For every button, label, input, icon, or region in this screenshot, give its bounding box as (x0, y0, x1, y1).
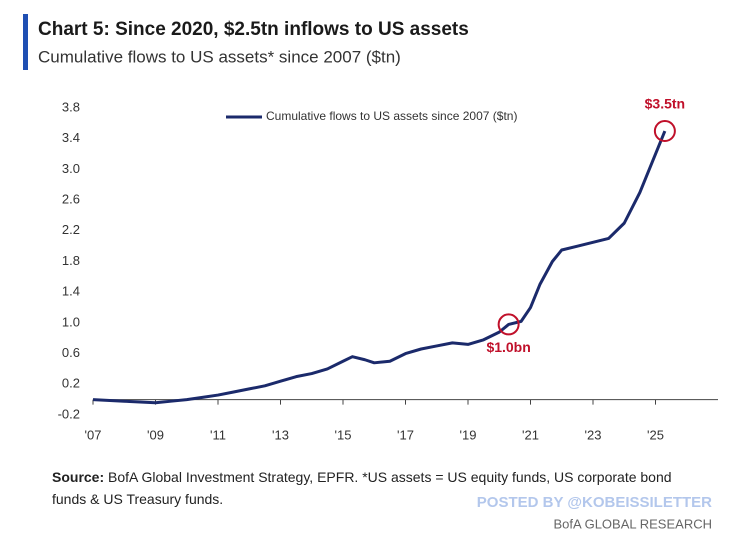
x-tick-label: '25 (647, 427, 664, 442)
y-tick-label: 3.0 (62, 161, 80, 176)
y-tick-label: 1.4 (62, 284, 80, 299)
x-tick-label: '19 (460, 427, 477, 442)
series-line (92, 130, 667, 405)
source-label: Source: (52, 469, 105, 485)
legend-label: Cumulative flows to US assets since 2007… (266, 109, 517, 123)
x-tick-label: '17 (397, 427, 414, 442)
source: Source: BofA Global Investment Strategy,… (52, 466, 692, 510)
y-tick-label: 0.6 (62, 345, 80, 360)
x-tick-label: '11 (210, 427, 226, 442)
chart-title: Chart 5: Since 2020, $2.5tn inflows to U… (38, 19, 469, 40)
x-tick-label: '07 (85, 427, 102, 442)
x-tick-label: '15 (335, 427, 352, 442)
annotation-circle (653, 120, 676, 143)
y-tick-label: 2.2 (62, 222, 80, 237)
annotation-label: $1.0bn (486, 339, 530, 355)
x-tick-label: '09 (147, 427, 164, 442)
x-tick-label: '21 (522, 427, 539, 442)
annotation-circle (497, 313, 520, 336)
watermark: POSTED BY @KOBEISSILETTER (477, 494, 712, 511)
y-tick-label: -0.2 (58, 406, 80, 421)
y-tick-label: 0.2 (62, 376, 80, 391)
source-text: BofA Global Investment Strategy, EPFR. *… (52, 469, 672, 507)
chart-subtitle: Cumulative flows to US assets* since 200… (38, 47, 401, 66)
y-tick-label: 3.8 (62, 99, 80, 114)
annotation-label: $3.5tn (645, 96, 685, 112)
y-tick-label: 1.0 (62, 314, 80, 329)
y-tick-label: 1.8 (62, 253, 80, 268)
title-accent (23, 14, 28, 70)
y-tick-label: 3.4 (62, 130, 80, 145)
x-tick-label: '23 (585, 427, 602, 442)
y-tick-label: 2.6 (62, 192, 80, 207)
x-tick-label: '13 (272, 427, 289, 442)
footer: BofA GLOBAL RESEARCH (554, 516, 712, 531)
